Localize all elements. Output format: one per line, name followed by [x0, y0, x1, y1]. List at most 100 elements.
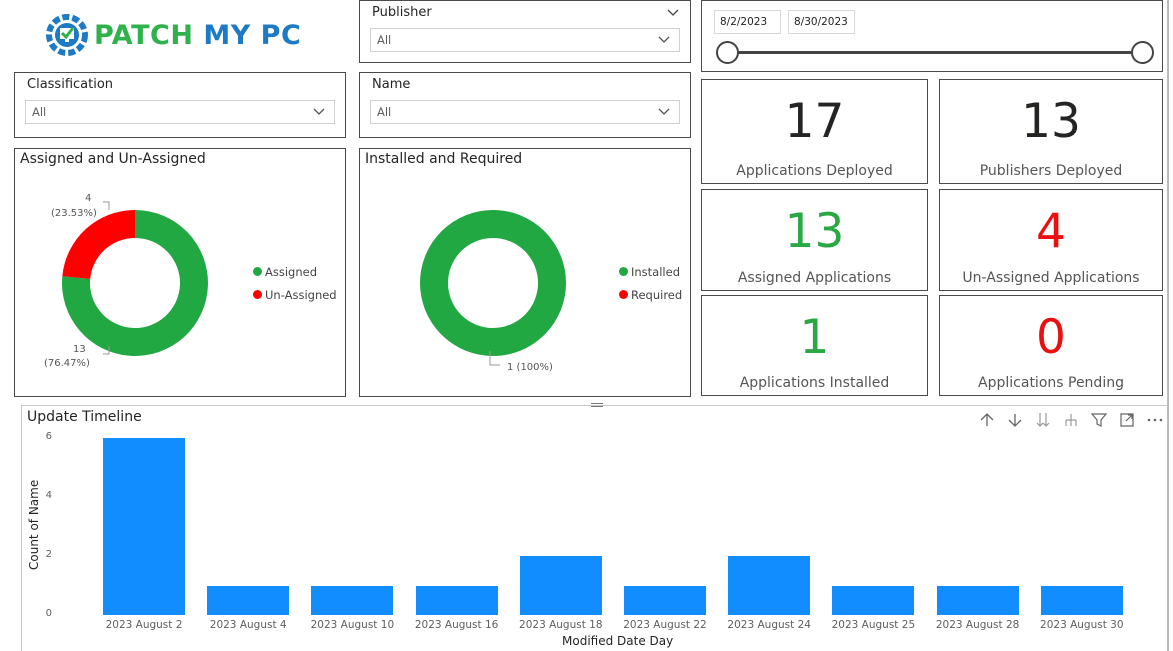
kpi-value: 4 [1036, 204, 1066, 259]
date-range-slicer: 8/2/2023 8/30/2023 [701, 0, 1163, 72]
y-tick-label: 2 [45, 549, 52, 560]
x-tick-label: 2023 August 28 [935, 619, 1020, 631]
kpi-label: Applications Pending [978, 375, 1124, 391]
name-dropdown[interactable]: All [370, 100, 680, 124]
logo-gear-icon [46, 14, 88, 56]
timeline-bar[interactable] [936, 585, 1019, 615]
update-timeline-card: Update Timeline 0 2 4 6 2023 August 2 2023 Au… [21, 405, 1169, 651]
focus-mode-icon[interactable] [1118, 411, 1136, 429]
classification-dropdown[interactable]: All [25, 100, 335, 124]
installed-legend-dot-icon [619, 267, 628, 276]
date-range-track[interactable] [729, 51, 1135, 54]
donut-slice-unassigned[interactable] [62, 210, 135, 279]
installed-donut-chart [420, 210, 566, 356]
legend-item-installed[interactable]: Installed [619, 260, 682, 283]
update-timeline-title: Update Timeline [27, 409, 142, 425]
kpi-card-publishers-deployed: 13 Publishers Deployed [939, 79, 1163, 184]
legend-item-unassigned[interactable]: Un-Assigned [253, 283, 337, 306]
legend-item-required[interactable]: Required [619, 283, 682, 306]
kpi-label: Applications Installed [739, 375, 890, 391]
kpi-card-applications-deployed: 17 Applications Deployed [701, 79, 928, 184]
timeline-bar[interactable] [311, 585, 394, 615]
timeline-bar[interactable] [519, 556, 602, 615]
unassigned-data-label-count: 4 [85, 193, 92, 204]
timeline-bar[interactable] [624, 585, 706, 615]
start-date-input[interactable]: 8/2/2023 [714, 10, 781, 34]
resize-handle[interactable] [591, 403, 603, 407]
y-tick-label: 4 [45, 490, 52, 501]
x-tick-label: 2023 August 18 [519, 619, 603, 631]
visual-toolbar [978, 411, 1164, 429]
kpi-card-applications-installed: 1 Applications Installed [701, 295, 928, 396]
x-tick-label: 2023 August 2 [105, 619, 183, 631]
x-axis-title: Modified Date Day [562, 634, 674, 648]
kpi-label: Applications Deployed [736, 163, 893, 179]
kpi-card-applications-pending: 0 Applications Pending [939, 295, 1163, 396]
assigned-donut-chart [62, 210, 209, 356]
x-tick-label: 2023 August 25 [831, 619, 916, 631]
end-date-handle[interactable] [1131, 41, 1154, 64]
x-tick-label: 2023 August 24 [727, 619, 811, 631]
classification-slicer: Classification All [14, 72, 346, 138]
donut-slice-installed[interactable] [420, 210, 566, 356]
assigned-chart-legend: Assigned Un-Assigned [253, 260, 337, 306]
installed-chart-legend: Installed Required [619, 260, 682, 306]
classification-slicer-title: Classification [27, 77, 114, 92]
required-legend-dot-icon [619, 290, 628, 299]
timeline-bar[interactable] [832, 585, 915, 615]
filter-icon[interactable] [1090, 411, 1108, 429]
timeline-bar[interactable] [415, 585, 498, 615]
installed-data-label: 1 (100%) [507, 362, 553, 373]
x-tick-label: 2023 August 22 [623, 619, 707, 631]
kpi-value: 0 [1036, 310, 1066, 365]
y-tick-label: 6 [45, 431, 52, 442]
x-tick-label: 2023 August 4 [209, 619, 287, 631]
unassigned-legend-dot-icon [253, 290, 262, 299]
timeline-bar[interactable] [728, 556, 811, 615]
unassigned-data-label-pct: (23.53%) [51, 208, 97, 219]
donut-slice-assigned[interactable] [62, 210, 209, 356]
x-tick-label: 2023 August 30 [1040, 619, 1124, 631]
legend-item-assigned[interactable]: Assigned [253, 260, 337, 283]
y-axis-title: Count of Name [27, 479, 41, 570]
kpi-label: Un-Assigned Applications [962, 270, 1140, 286]
classification-dropdown-value: All [32, 105, 47, 119]
timeline-bar[interactable] [1040, 585, 1123, 615]
kpi-value: 13 [1021, 94, 1081, 149]
page-scrollbar[interactable] [1167, 0, 1169, 651]
kpi-label: Publishers Deployed [979, 163, 1123, 179]
chevron-down-icon[interactable] [666, 5, 680, 19]
assigned-leader-lines [103, 201, 110, 355]
arrow-down-icon[interactable] [1006, 411, 1024, 429]
arrow-up-icon[interactable] [978, 411, 996, 429]
kpi-value: 17 [784, 94, 845, 149]
timeline-bar[interactable] [103, 438, 185, 615]
chevron-down-icon [658, 108, 670, 115]
start-date-handle[interactable] [716, 41, 739, 64]
more-options-icon[interactable] [1146, 411, 1164, 429]
chevron-down-icon [313, 108, 325, 115]
publisher-dropdown[interactable]: All [370, 28, 680, 52]
kpi-card-unassigned-applications: 4 Un-Assigned Applications [939, 189, 1163, 291]
end-date-input[interactable]: 8/30/2023 [788, 10, 855, 34]
installed-chart-title: Installed and Required [365, 151, 523, 167]
name-dropdown-value: All [377, 105, 392, 119]
kpi-value: 13 [784, 204, 845, 259]
x-tick-label: 2023 August 10 [310, 619, 395, 631]
assigned-chart-title: Assigned and Un-Assigned [20, 151, 206, 167]
x-tick-label: 2023 August 16 [414, 619, 499, 631]
logo-text: PATCH MY PC [94, 19, 302, 51]
publisher-slicer: Publisher All [359, 0, 691, 63]
kpi-card-assigned-applications: 13 Assigned Applications [701, 189, 928, 291]
publisher-slicer-title: Publisher [372, 5, 432, 20]
kpi-label: Assigned Applications [737, 270, 892, 286]
assigned-data-label-pct: (76.47%) [44, 358, 90, 369]
double-arrow-down-icon[interactable] [1034, 411, 1052, 429]
name-slicer: Name All [359, 72, 691, 138]
assigned-data-label-count: 13 [73, 344, 86, 355]
chevron-down-icon [658, 36, 670, 43]
timeline-bar[interactable] [207, 585, 290, 615]
expand-hierarchy-icon[interactable] [1062, 411, 1080, 429]
assigned-chart-card: Assigned and Un-Assigned 4 (23.53%) 13 (… [14, 148, 346, 397]
installed-leader-line [489, 351, 500, 366]
